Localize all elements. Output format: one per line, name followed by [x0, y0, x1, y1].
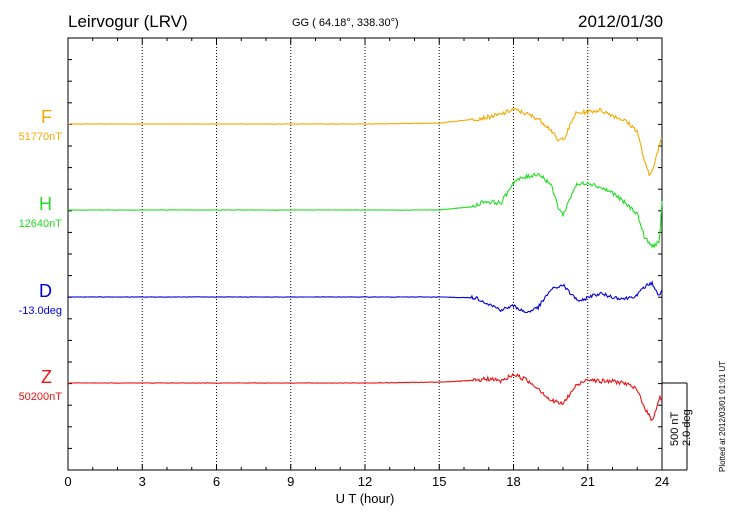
- series-line-f: [67, 107, 663, 177]
- component-label-d: D: [39, 281, 52, 301]
- series-line-d: [68, 280, 663, 314]
- component-baseline-f: 51770nT: [18, 131, 62, 143]
- x-tick-label: 9: [287, 474, 295, 489]
- series-group: [67, 107, 663, 422]
- component-label-h: H: [39, 194, 52, 214]
- grid: [141, 38, 589, 470]
- x-tick-label: 24: [654, 474, 670, 489]
- x-tick-label: 18: [506, 474, 521, 489]
- station-title: Leirvogur (LRV): [68, 12, 188, 31]
- x-tick-label: 6: [212, 474, 221, 489]
- scale-nt-label: 500 nT: [669, 411, 681, 446]
- component-baseline-d: -13.0deg: [18, 305, 62, 317]
- x-tick-label: 3: [138, 474, 146, 489]
- component-baseline-h: 12640nT: [18, 218, 62, 230]
- x-axis-label: U T (hour): [335, 491, 395, 506]
- x-tick-label: 12: [357, 474, 373, 489]
- plotted-timestamp: Plotted at 2012/03/01 01:01 UT: [718, 360, 727, 472]
- x-tick-label: 21: [580, 474, 595, 489]
- x-tick-label: 0: [64, 474, 72, 489]
- scale-bar: [662, 382, 688, 471]
- series-line-h: [67, 172, 663, 249]
- component-baseline-z: 50200nT: [18, 391, 62, 403]
- scale-deg-label: 2.0 deg: [681, 409, 693, 446]
- x-tick-label: 15: [432, 474, 447, 489]
- component-label-f: F: [41, 107, 52, 127]
- component-label-z: Z: [41, 367, 52, 387]
- series-line-z: [68, 372, 663, 422]
- coordinates: GG ( 64.18°, 338.30°): [292, 17, 399, 29]
- axis-ticks: [67, 38, 663, 470]
- date-label: 2012/01/30: [578, 12, 664, 31]
